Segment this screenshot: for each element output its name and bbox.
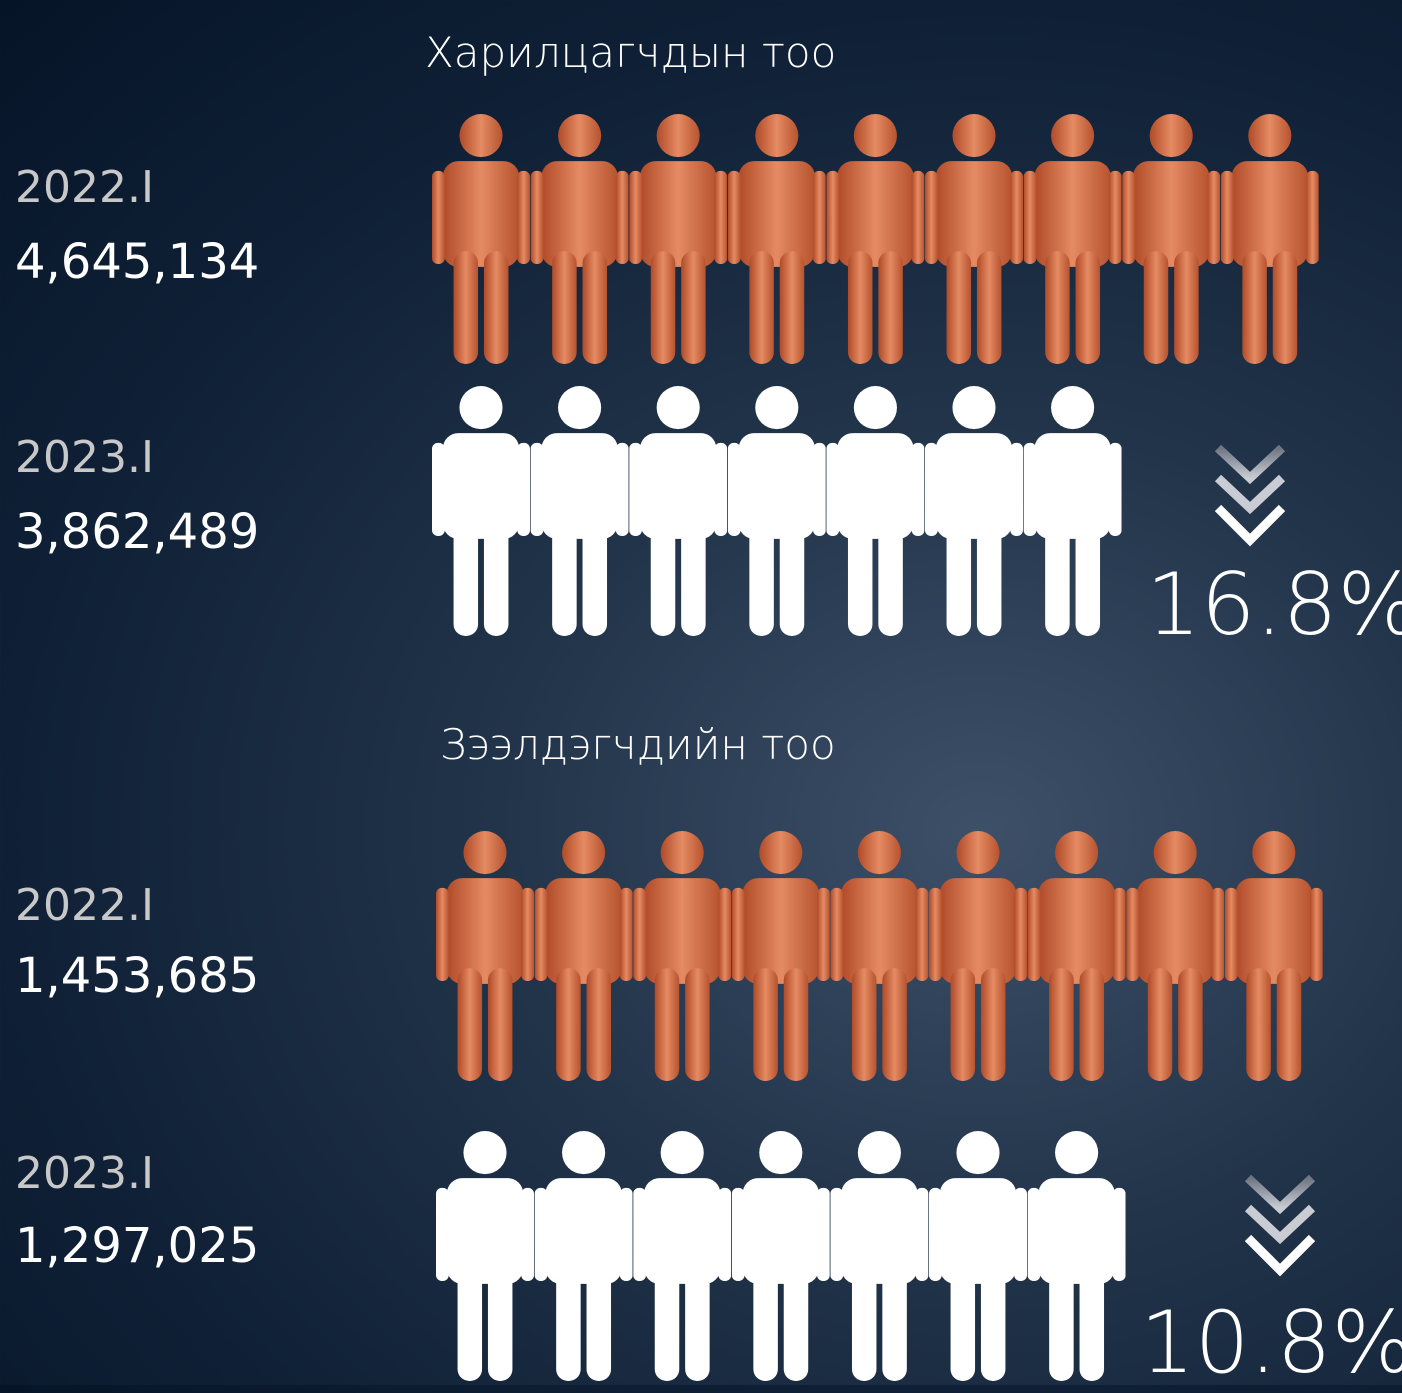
change: 16.8% [1146, 555, 1402, 655]
person-icon [534, 1131, 633, 1381]
section-title: Зээлдэгчдийн тоо [440, 720, 836, 769]
down-arrow [1244, 1174, 1316, 1277]
person-icon [929, 831, 1027, 1081]
person-icon [727, 114, 826, 364]
down-arrow [1214, 444, 1286, 547]
person-icon [629, 114, 728, 364]
person-icon [534, 831, 633, 1081]
value: 1,297,025 [15, 1218, 260, 1274]
person-icon [1023, 114, 1122, 364]
person-icon [436, 1131, 534, 1381]
person-icon [925, 386, 1023, 636]
person-icon [1126, 831, 1225, 1081]
value: 4,645,134 [15, 234, 260, 290]
period: 2022.I [15, 162, 154, 213]
period: 2022.I [15, 880, 154, 931]
person-icon [1023, 386, 1122, 636]
person-icon [929, 1131, 1027, 1381]
person-icon [432, 114, 530, 364]
person-icon [731, 1131, 830, 1381]
value: 1,453,685 [15, 948, 260, 1004]
person-icon [633, 1131, 732, 1381]
person-icon [1122, 114, 1221, 364]
person-icon [830, 831, 929, 1081]
person-icon [629, 386, 728, 636]
person-icon [432, 386, 530, 636]
person-icon [826, 386, 925, 636]
person-icon [731, 831, 830, 1081]
period: 2023.I [15, 1148, 154, 1199]
person-icon [1220, 114, 1319, 364]
person-icon [530, 114, 629, 364]
person-icon [1224, 831, 1323, 1081]
section-title: Харилцагчдын тоо [425, 28, 837, 77]
value: 3,862,489 [15, 504, 260, 560]
change: 10.8% [1140, 1293, 1402, 1393]
person-icon [1027, 831, 1126, 1081]
person-icon [925, 114, 1023, 364]
period: 2023.I [15, 432, 154, 483]
person-icon [830, 1131, 929, 1381]
person-icon [727, 386, 826, 636]
person-icon [633, 831, 732, 1081]
person-icon [436, 831, 534, 1081]
person-icon [826, 114, 925, 364]
person-icon [1027, 1131, 1126, 1381]
person-icon [530, 386, 629, 636]
